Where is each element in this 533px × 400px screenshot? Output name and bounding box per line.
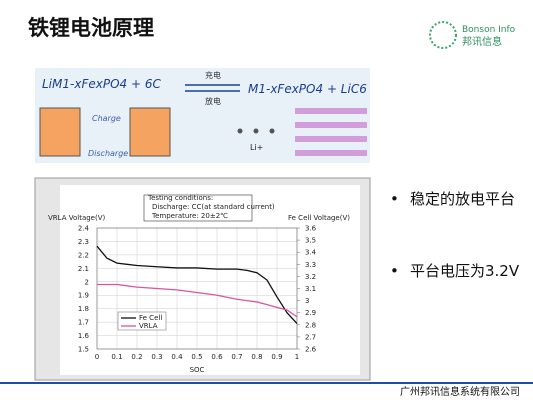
logo-mark xyxy=(429,21,457,49)
y-tick-label: 2 xyxy=(85,278,89,286)
x-tick-label: 0.7 xyxy=(231,353,242,361)
crystal xyxy=(39,107,81,157)
ion-dot xyxy=(253,128,259,134)
discharge-cn: 放电 xyxy=(205,96,221,106)
ion-dot xyxy=(269,128,275,134)
x-tick-label: 0.9 xyxy=(271,353,282,361)
logo-name-cn: 邦讯信息 xyxy=(462,35,502,48)
x-tick-label: 0.6 xyxy=(211,353,223,361)
x-tick-label: 0 xyxy=(95,353,99,361)
discharge-label: Discharge xyxy=(88,149,128,158)
reaction-panel xyxy=(35,68,370,163)
y2-tick-label: 3.2 xyxy=(305,273,316,281)
charge-cn: 充电 xyxy=(205,70,221,80)
y-tick-label: 1.9 xyxy=(78,292,89,300)
x-axis-title: SOC xyxy=(190,366,205,374)
x-tick-label: 0.2 xyxy=(131,353,142,361)
y2-tick-label: 2.6 xyxy=(305,346,317,354)
y2-tick-label: 3 xyxy=(305,297,309,305)
y-tick-label: 2.4 xyxy=(78,225,90,233)
y2-tick-label: 2.8 xyxy=(305,321,316,329)
charge-label: Charge xyxy=(92,114,121,123)
annotation-box xyxy=(143,194,253,222)
y2-axis-title: Fe Cell Voltage(V) xyxy=(288,214,350,222)
title: 铁锂电池原理 xyxy=(28,16,154,40)
x-tick-label: 0.1 xyxy=(111,353,122,361)
y2-tick-label: 3.6 xyxy=(305,225,317,233)
annotation: Discharge: CC(at standard current) xyxy=(152,203,275,211)
y2-tick-label: 3.1 xyxy=(305,285,316,293)
y2-tick-label: 3.3 xyxy=(305,261,316,269)
y-tick-label: 1.7 xyxy=(78,319,89,327)
bullet: 稳定的放电平台 xyxy=(410,190,515,208)
y2-tick-label: 3.4 xyxy=(305,249,317,257)
y2-tick-label: 3.5 xyxy=(305,237,316,245)
x-tick-label: 0.4 xyxy=(171,353,183,361)
y-tick-label: 2.2 xyxy=(78,251,89,259)
y2-tick-label: 2.7 xyxy=(305,333,316,341)
reaction-left: LiM1-xFexPO4 + 6C xyxy=(42,77,161,91)
ion-label: Li+ xyxy=(250,143,263,152)
bullet-dot: • xyxy=(390,190,399,208)
y-axis-title: VRLA Voltage(V) xyxy=(48,214,106,222)
series-line xyxy=(97,283,298,318)
graphite xyxy=(295,108,367,156)
crystal xyxy=(129,107,171,157)
logo: Bonson Info 邦讯信息 xyxy=(429,21,516,49)
y-tick-label: 1.6 xyxy=(78,332,90,340)
bullet: 平台电压为3.2V xyxy=(410,262,520,280)
ion-dot xyxy=(237,128,243,134)
reaction-right: M1-xFexPO4 + LiC6 xyxy=(248,82,367,96)
x-tick-label: 0.3 xyxy=(151,353,162,361)
x-tick-label: 0.5 xyxy=(191,353,202,361)
series-line xyxy=(96,245,298,325)
x-tick-label: 1 xyxy=(295,353,299,361)
y-tick-label: 1.5 xyxy=(78,346,89,354)
annotation: Temperature: 20±2℃ xyxy=(151,212,228,220)
y-tick-label: 2.3 xyxy=(78,238,89,246)
plot-frame xyxy=(96,227,298,350)
footer: 广州邦讯信息系统有限公司 xyxy=(400,385,520,398)
plot: 1.5 1.6 1.7 1.8 1.9 2 2.1 2.2 2.3 2.4 2.6 2.7 2.8 2.9… xyxy=(78,225,317,362)
y-tick-label: 1.8 xyxy=(78,305,89,313)
logo-name: Bonson Info xyxy=(462,25,516,35)
y-tick-label: 2.1 xyxy=(78,265,89,273)
x-tick-label: 0.8 xyxy=(251,353,262,361)
bullet-dot: • xyxy=(390,262,399,280)
annotation: Testing conditions: xyxy=(147,194,213,202)
legend-label: Fe Cell xyxy=(139,314,162,322)
legend-label: VRLA xyxy=(139,322,158,330)
y2-tick-label: 2.9 xyxy=(305,309,316,317)
